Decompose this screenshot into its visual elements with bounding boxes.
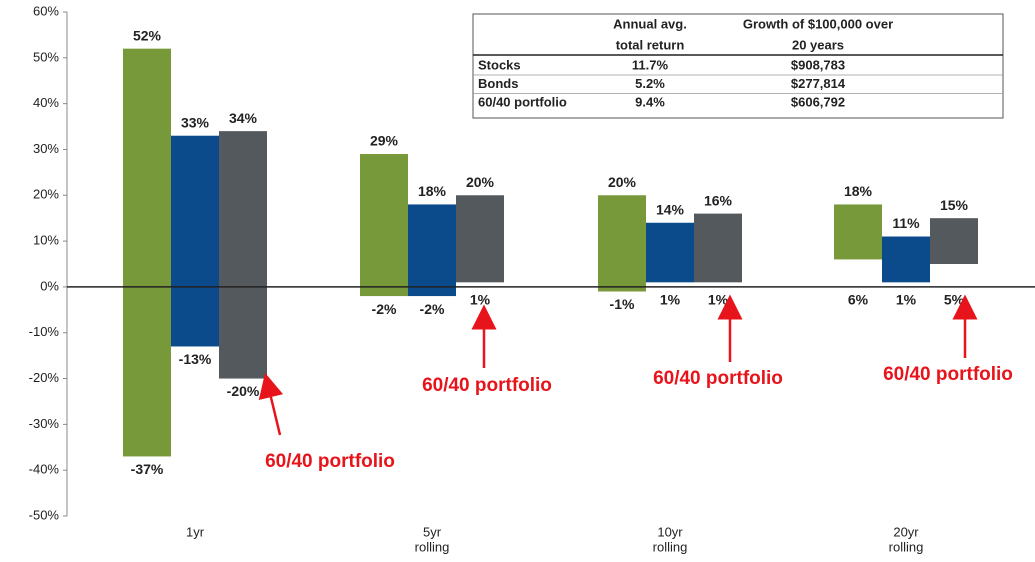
data-label: 6%	[848, 292, 869, 308]
x-tick-label: 20yr	[893, 524, 919, 539]
data-label: 1%	[660, 292, 681, 308]
annotation: 60/40 portfolio	[883, 364, 1013, 385]
table-cell: $277,814	[791, 76, 846, 91]
bar	[408, 204, 456, 297]
y-tick-label: 0%	[40, 278, 59, 293]
annotation: 60/40 portfolio	[265, 451, 395, 472]
data-label: 20%	[608, 174, 637, 190]
data-label: 29%	[370, 133, 399, 149]
bar	[456, 195, 504, 283]
data-label: -13%	[179, 351, 212, 367]
x-tick-label: 5yr	[423, 524, 442, 539]
x-tick-label: rolling	[889, 539, 924, 554]
data-label: -20%	[227, 383, 260, 399]
x-tick-label: 1yr	[186, 524, 205, 539]
table-cell: 60/40 portfolio	[478, 94, 567, 109]
table-cell: $606,792	[791, 94, 845, 109]
data-label: 11%	[892, 215, 920, 231]
table-box	[472, 13, 1004, 119]
table-cell: 5.2%	[635, 76, 665, 91]
data-label: 34%	[229, 110, 258, 126]
data-label: 18%	[844, 183, 873, 199]
y-tick-label: -20%	[29, 370, 60, 385]
table-cell: Stocks	[478, 57, 521, 72]
y-tick-label: 20%	[33, 187, 59, 202]
bar	[219, 131, 267, 379]
bar	[834, 204, 882, 260]
bar	[646, 222, 694, 283]
data-label: -1%	[610, 296, 635, 312]
data-label: 16%	[704, 192, 733, 208]
table-cell: $908,783	[791, 57, 845, 72]
x-tick-label: 10yr	[657, 524, 683, 539]
data-label: 1%	[896, 292, 917, 308]
data-label: 1%	[708, 292, 729, 308]
y-tick-label: -10%	[29, 324, 60, 339]
data-label: 52%	[133, 27, 162, 43]
bar	[171, 135, 219, 347]
data-label: -2%	[420, 301, 445, 317]
y-tick-label: 10%	[33, 233, 59, 248]
table-cell: 9.4%	[635, 94, 665, 109]
data-label: 14%	[656, 201, 685, 217]
annotation: 60/40 portfolio	[653, 368, 783, 389]
bar	[598, 195, 646, 292]
table-header: 20 years	[792, 37, 844, 52]
table-header: Growth of $100,000 over	[743, 16, 893, 31]
y-tick-label: 50%	[33, 49, 59, 64]
y-tick-label: -50%	[29, 507, 60, 522]
table-header: total return	[616, 37, 685, 52]
table-cell: Bonds	[478, 76, 518, 91]
data-label: 33%	[181, 114, 210, 130]
table-cell: 11.7%	[632, 57, 669, 72]
data-label: 18%	[418, 183, 447, 199]
y-tick-label: 40%	[33, 95, 59, 110]
bar	[930, 218, 978, 264]
bar	[123, 48, 171, 457]
y-tick-label: -30%	[29, 416, 60, 431]
arrow	[258, 372, 284, 436]
data-label: 5%	[944, 292, 965, 308]
bar	[694, 213, 742, 283]
y-tick-label: 60%	[33, 3, 59, 18]
x-tick-label: rolling	[415, 539, 450, 554]
y-tick-label: 30%	[33, 141, 59, 156]
x-tick-label: rolling	[653, 539, 688, 554]
bar	[360, 154, 408, 297]
data-label: 20%	[466, 174, 495, 190]
data-label: 1%	[470, 292, 491, 308]
bar	[882, 236, 930, 283]
table-header: Annual avg.	[613, 16, 687, 31]
data-label: -2%	[372, 301, 397, 317]
y-tick-label: -40%	[29, 462, 60, 477]
data-label: 15%	[940, 197, 969, 213]
annotation: 60/40 portfolio	[422, 375, 552, 396]
data-label: -37%	[131, 461, 164, 477]
